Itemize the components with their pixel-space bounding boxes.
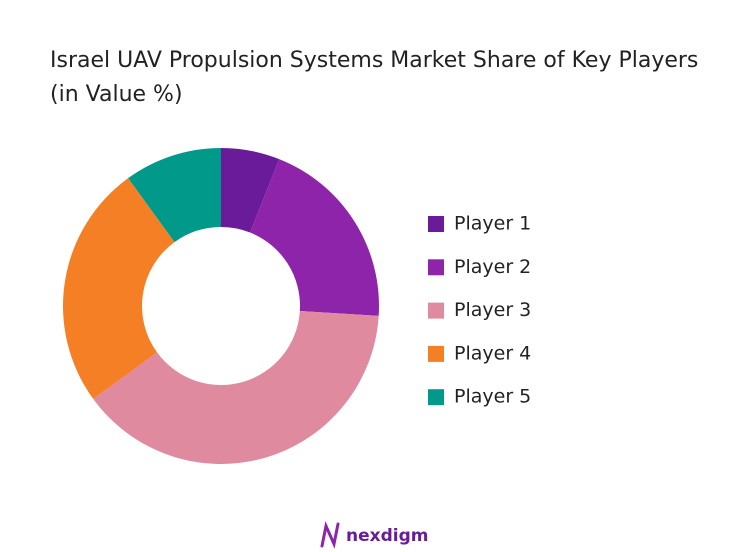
legend-label: Player 3 — [454, 299, 531, 321]
chart-title: Israel UAV Propulsion Systems Market Sha… — [50, 48, 699, 107]
brand-logo: nexdigm — [320, 521, 428, 549]
legend-label: Player 1 — [454, 213, 531, 235]
slice — [62, 178, 175, 399]
legend-label: Player 5 — [454, 386, 531, 408]
slice — [221, 148, 280, 233]
legend-label: Player 4 — [454, 342, 531, 364]
slice — [128, 148, 221, 243]
legend-swatch — [428, 345, 444, 362]
legend-swatch — [428, 259, 444, 276]
logo-icon — [320, 521, 340, 549]
legend-swatch — [428, 389, 444, 406]
brand-name: nexdigm — [346, 526, 428, 546]
legend-label: Player 2 — [454, 256, 531, 278]
slice — [93, 310, 379, 465]
legend-swatch — [428, 216, 444, 232]
slice — [250, 159, 379, 316]
legend-swatch — [428, 302, 444, 319]
